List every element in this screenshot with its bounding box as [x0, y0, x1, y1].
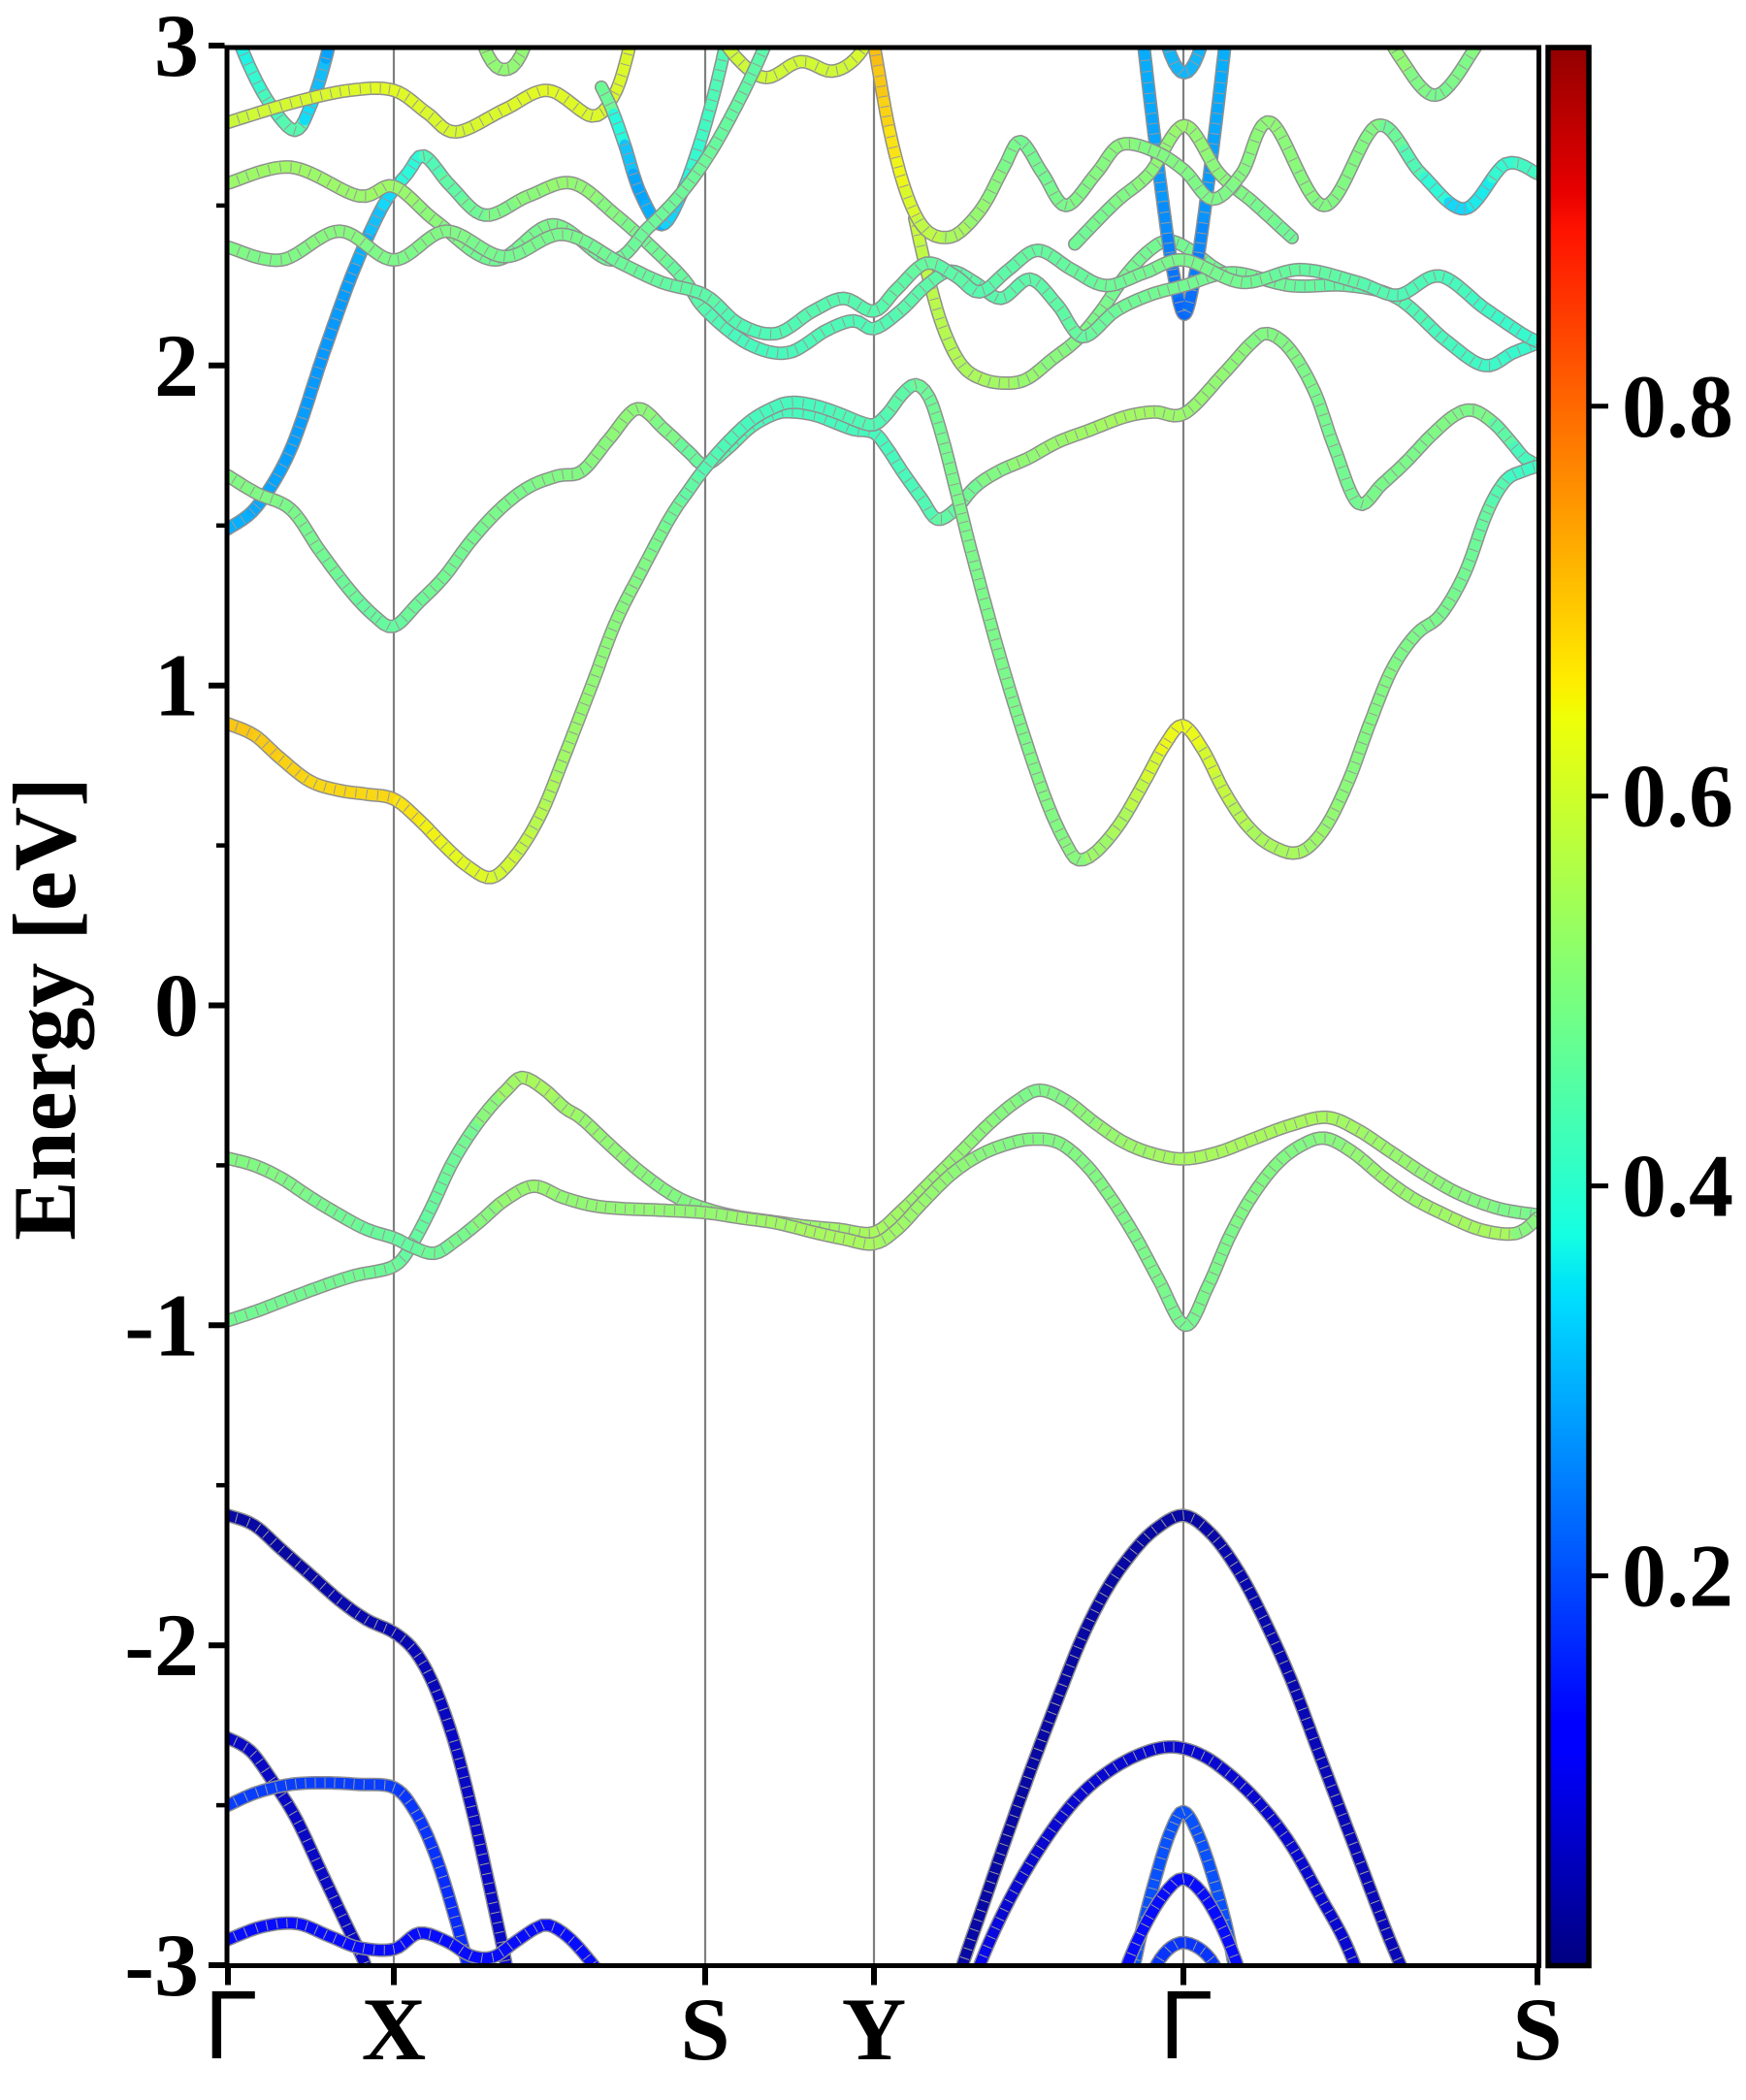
svg-text:S: S [680, 1980, 729, 2079]
svg-text:S: S [1512, 1980, 1562, 2079]
svg-text:-3: -3 [124, 1916, 199, 2015]
svg-text:Γ: Γ [204, 1971, 257, 2080]
svg-text:X: X [362, 1980, 426, 2079]
svg-text:0.6: 0.6 [1622, 747, 1733, 846]
svg-text:3: 3 [154, 0, 199, 95]
svg-text:-1: -1 [124, 1276, 199, 1374]
svg-text:-2: -2 [124, 1596, 199, 1695]
svg-text:Energy [eV]: Energy [eV] [0, 777, 94, 1241]
svg-text:0: 0 [154, 956, 199, 1055]
svg-text:Y: Y [842, 1980, 906, 2079]
svg-text:1: 1 [154, 636, 199, 735]
svg-text:Γ: Γ [1159, 1971, 1212, 2080]
svg-text:0.4: 0.4 [1622, 1137, 1733, 1236]
svg-text:0.2: 0.2 [1622, 1527, 1733, 1626]
svg-text:2: 2 [154, 316, 199, 415]
svg-text:0.8: 0.8 [1622, 357, 1733, 456]
